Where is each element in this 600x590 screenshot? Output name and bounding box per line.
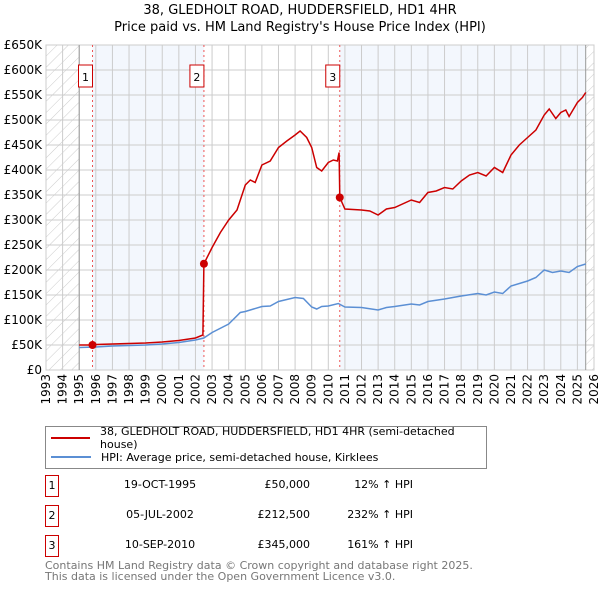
hatched-region-after — [585, 45, 594, 370]
footer: Contains HM Land Registry data © Crown c… — [45, 560, 473, 582]
legend-swatch-blue — [51, 456, 91, 458]
x-tick-label: 2019 — [471, 374, 485, 405]
y-tick-label: £200K — [4, 263, 44, 277]
sale-date: 10-SEP-2010 — [124, 538, 196, 551]
x-tick-label: 2026 — [587, 374, 600, 405]
x-tick-label: 2023 — [537, 374, 551, 405]
x-tick-label: 2025 — [570, 374, 584, 405]
y-tick-label: £150K — [4, 288, 44, 302]
legend-item-hpi: HPI: Average price, semi-detached house,… — [46, 448, 378, 466]
sale-label-border — [189, 64, 205, 88]
x-tick-label: 2024 — [554, 374, 568, 405]
x-tick-label: 1993 — [39, 374, 53, 405]
sale-label-box: 2 — [189, 64, 205, 88]
sale-point — [199, 259, 208, 268]
y-tick-label: £50K — [11, 338, 43, 352]
sale-price: £50,000 — [264, 478, 311, 491]
x-tick-label: 2002 — [188, 374, 202, 405]
sale-label-number: 1 — [82, 71, 89, 84]
sale-point — [88, 341, 97, 349]
shaded-band — [92, 45, 204, 370]
sale-hpi: 161% ↑ HPI — [347, 538, 413, 551]
sale-number: 1 — [45, 475, 59, 497]
sale-row-2: 2 05-JUL-2002 £212,500 232% ↑ HPI — [45, 505, 445, 527]
y-tick-label: £0 — [27, 363, 42, 377]
hpi-line — [79, 263, 586, 349]
sale-label-number: 3 — [329, 71, 336, 84]
sale-price: £212,500 — [257, 508, 311, 521]
sale-label-box: 3 — [325, 64, 341, 88]
x-tick-label: 1996 — [89, 374, 103, 405]
footer-licence: This data is licensed under the Open Gov… — [45, 570, 396, 583]
sale-label-number: 2 — [193, 71, 200, 84]
chart-title: 38, GLEDHOLT ROAD, HUDDERSFIELD, HD1 4HR — [143, 3, 457, 18]
sale-number: 2 — [45, 505, 59, 527]
y-tick-label: £650K — [4, 38, 44, 52]
x-tick-label: 1995 — [72, 374, 86, 405]
x-tick-label: 1997 — [105, 374, 119, 405]
sale-point — [335, 193, 344, 202]
x-tick-label: 2007 — [271, 374, 285, 405]
sale-label-border — [77, 64, 93, 88]
x-tick-label: 2010 — [321, 374, 335, 405]
sale-label-border — [325, 64, 341, 88]
y-tick-label: £500K — [4, 113, 44, 127]
shaded-band — [339, 45, 586, 370]
x-tick-label: 1994 — [56, 374, 70, 405]
x-tick-label: 2017 — [438, 374, 452, 405]
sale-row-1: 1 19-OCT-1995 £50,000 12% ↑ HPI — [45, 475, 445, 497]
x-tick-label: 1998 — [122, 374, 136, 405]
x-tick-label: 2013 — [371, 374, 385, 405]
x-tick-label: 1999 — [139, 374, 153, 405]
sale-number: 3 — [45, 535, 59, 557]
y-tick-label: £250K — [4, 238, 44, 252]
x-tick-label: 2022 — [521, 374, 535, 405]
x-tick-label: 2015 — [404, 374, 418, 405]
x-tick-label: 2001 — [172, 374, 186, 405]
x-tick-label: 2016 — [421, 374, 435, 405]
legend-item-property: 38, GLEDHOLT ROAD, HUDDERSFIELD, HD1 4HR… — [46, 425, 486, 451]
x-tick-label: 2003 — [205, 374, 219, 405]
x-tick-label: 2005 — [238, 374, 252, 405]
y-tick-label: £550K — [4, 88, 44, 102]
x-tick-label: 2012 — [355, 374, 369, 405]
y-tick-label: £450K — [4, 138, 44, 152]
x-tick-label: 2008 — [288, 374, 302, 405]
legend-label: 38, GLEDHOLT ROAD, HUDDERSFIELD, HD1 4HR… — [100, 425, 455, 451]
x-tick-label: 2000 — [155, 374, 169, 405]
legend: 38, GLEDHOLT ROAD, HUDDERSFIELD, HD1 4HR… — [45, 425, 487, 469]
y-tick-label: £300K — [4, 213, 44, 227]
legend-swatch-red — [51, 437, 91, 439]
x-tick-label: 2021 — [504, 374, 518, 405]
y-tick-label: £400K — [4, 163, 44, 177]
sale-row-3: 3 10-SEP-2010 £345,000 161% ↑ HPI — [45, 535, 445, 557]
x-tick-label: 2009 — [305, 374, 319, 405]
sale-price: £345,000 — [257, 538, 311, 551]
x-tick-label: 2020 — [487, 374, 501, 405]
chart-subtitle: Price paid vs. HM Land Registry's House … — [114, 20, 486, 35]
sale-hpi: 12% ↑ HPI — [354, 478, 413, 491]
y-tick-label: £100K — [4, 313, 44, 327]
sale-hpi: 232% ↑ HPI — [347, 508, 413, 521]
x-tick-label: 2018 — [454, 374, 468, 405]
x-tick-label: 2006 — [255, 374, 269, 405]
sale-date: 05-JUL-2002 — [126, 508, 194, 521]
x-tick-label: 2014 — [388, 374, 402, 405]
y-tick-label: £350K — [4, 188, 44, 202]
legend-label: HPI: Average price, semi-detached house,… — [101, 450, 379, 464]
footer-copyright: Contains HM Land Registry data © Crown c… — [45, 559, 473, 572]
x-tick-label: 2004 — [222, 374, 236, 405]
sale-label-box: 1 — [77, 64, 93, 88]
price-chart: £0 £50K £100K £150K £200K £250K £300K £350K £400… — [4, 38, 600, 405]
y-tick-label: £600K — [4, 63, 44, 77]
sale-date: 19-OCT-1995 — [123, 478, 197, 491]
property-price-line — [79, 92, 587, 346]
x-tick-label: 2011 — [338, 374, 352, 405]
